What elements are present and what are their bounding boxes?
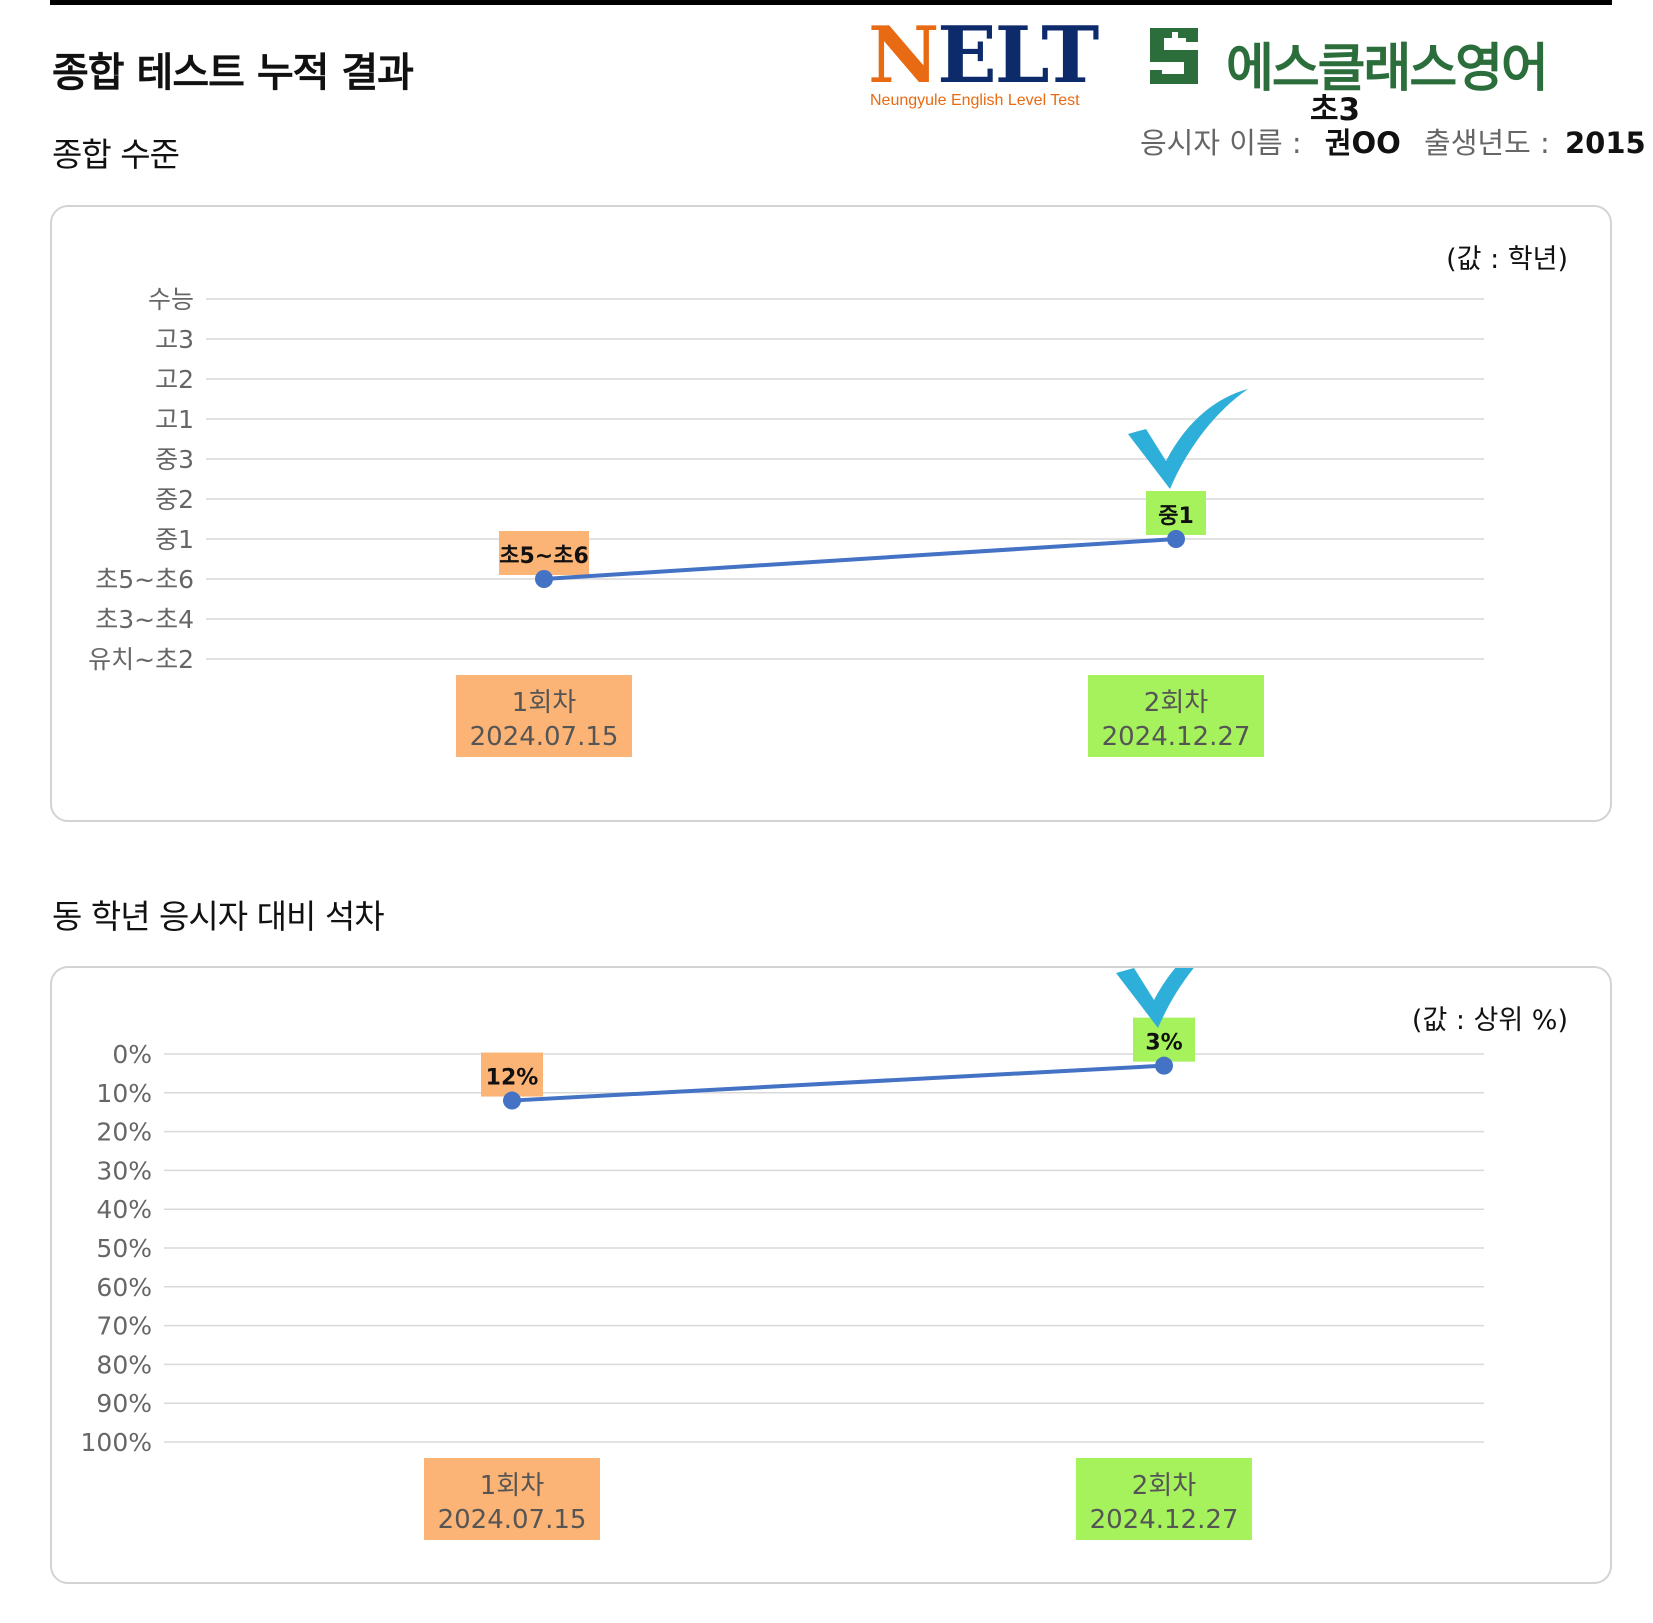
level-x-label-box-2: [1088, 675, 1264, 757]
rank-check-icon: [1116, 968, 1194, 1028]
rank-unit-note: (값 : 상위 %): [1411, 1005, 1568, 1036]
rank-y-tick-5: 50%: [96, 1234, 152, 1263]
level-y-tick-1: 초3~초4: [95, 605, 194, 634]
level-point-1: [535, 570, 553, 588]
rank-x-label-date-1: 2024.07.15: [438, 1505, 587, 1535]
level-y-tick-5: 중3: [155, 445, 194, 474]
level-y-tick-3: 중1: [155, 525, 194, 554]
level-y-tick-0: 유치~초2: [88, 645, 194, 674]
nelt-logo-subtitle: Neungyule English Level Test: [870, 92, 1080, 109]
rank-data-label-2-box: [1133, 1017, 1195, 1062]
academy-logo-mark-icon: [1150, 28, 1198, 84]
level-data-label-2-box: [1146, 491, 1206, 535]
level-x-label-round-2: 2회차: [1144, 688, 1208, 718]
rank-chart: 0% 10% 20% 30% 40% 50% 60% 70% 80% 90% 100% 12% 3% 1회…: [81, 968, 1484, 1540]
level-check-icon: [1128, 389, 1248, 489]
academy-logo-name: 에스클래스영어: [1226, 39, 1549, 99]
level-y-tick-4: 중2: [155, 485, 194, 514]
level-data-label-1: 초5~초6: [499, 544, 589, 569]
rank-x-label-round-2: 2회차: [1132, 1471, 1196, 1501]
student-info: 응시자 이름 : 권OO 출생년도 : 2015: [1140, 120, 1646, 162]
rank-point-1: [503, 1091, 521, 1110]
level-y-tick-7: 고2: [155, 365, 194, 394]
rank-x-label-box-1: [424, 1458, 600, 1540]
birth-year-label: 출생년도 :: [1424, 126, 1550, 160]
rank-y-tick-2: 20%: [96, 1118, 152, 1147]
rank-data-label-1-box: [481, 1052, 543, 1097]
rank-y-tick-9: 90%: [96, 1389, 152, 1418]
student-name-label: 응시자 이름 :: [1140, 126, 1302, 160]
academy-logo: 에스클래스영어: [1146, 22, 1549, 99]
level-series-line: [543, 537, 1177, 581]
nelt-logo-word: NELT: [868, 10, 1099, 101]
level-unit-note: (값 : 학년): [1446, 244, 1568, 275]
rank-chart-panel: (값 : 상위 %) 0% 10% 20% 30% 40% 50% 60% 70% 80% 90%…: [50, 966, 1612, 1584]
rank-y-tick-3: 30%: [96, 1156, 152, 1185]
rank-x-label-box-2: [1076, 1458, 1252, 1540]
level-y-tick-8: 고3: [155, 325, 194, 354]
level-x-label-date-1: 2024.07.15: [470, 722, 619, 752]
rank-y-tick-10: 100%: [81, 1428, 152, 1457]
rank-data-label-1: 12%: [486, 1066, 539, 1091]
rank-x-label-date-2: 2024.12.27: [1090, 1505, 1239, 1535]
rank-point-2: [1155, 1056, 1173, 1075]
level-x-label-box-1: [456, 675, 632, 757]
birth-year: 2015: [1564, 126, 1646, 160]
rank-section-title: 동 학년 응시자 대비 석차: [52, 897, 385, 936]
level-x-label-date-2: 2024.12.27: [1102, 722, 1251, 752]
nelt-logo: NELT Neungyule English Level Test: [868, 16, 1099, 116]
student-name: 권OO: [1324, 126, 1401, 160]
top-rule: [50, 0, 1612, 5]
page-title: 종합 테스트 누적 결과: [52, 50, 414, 96]
rank-x-label-round-1: 1회차: [480, 1471, 544, 1501]
level-y-tick-6: 고1: [155, 405, 194, 434]
level-y-tick-2: 초5~초6: [95, 565, 194, 594]
level-data-label-1-box: [499, 531, 589, 575]
rank-y-tick-6: 60%: [96, 1273, 152, 1302]
student-grade: 초3: [1310, 92, 1361, 128]
rank-y-tick-8: 80%: [96, 1350, 152, 1379]
rank-y-tick-1: 10%: [96, 1079, 152, 1108]
rank-y-tick-7: 70%: [96, 1312, 152, 1341]
rank-y-tick-0: 0%: [112, 1040, 152, 1069]
rank-data-label-2: 3%: [1145, 1031, 1182, 1056]
level-y-tick-9: 수능: [148, 285, 194, 314]
level-point-2: [1167, 530, 1185, 548]
level-section-title: 종합 수준: [52, 135, 180, 174]
level-x-label-round-1: 1회차: [512, 688, 576, 718]
rank-y-tick-4: 40%: [96, 1195, 152, 1224]
rank-series-line: [511, 1063, 1165, 1103]
level-data-label-2: 중1: [1158, 504, 1194, 529]
